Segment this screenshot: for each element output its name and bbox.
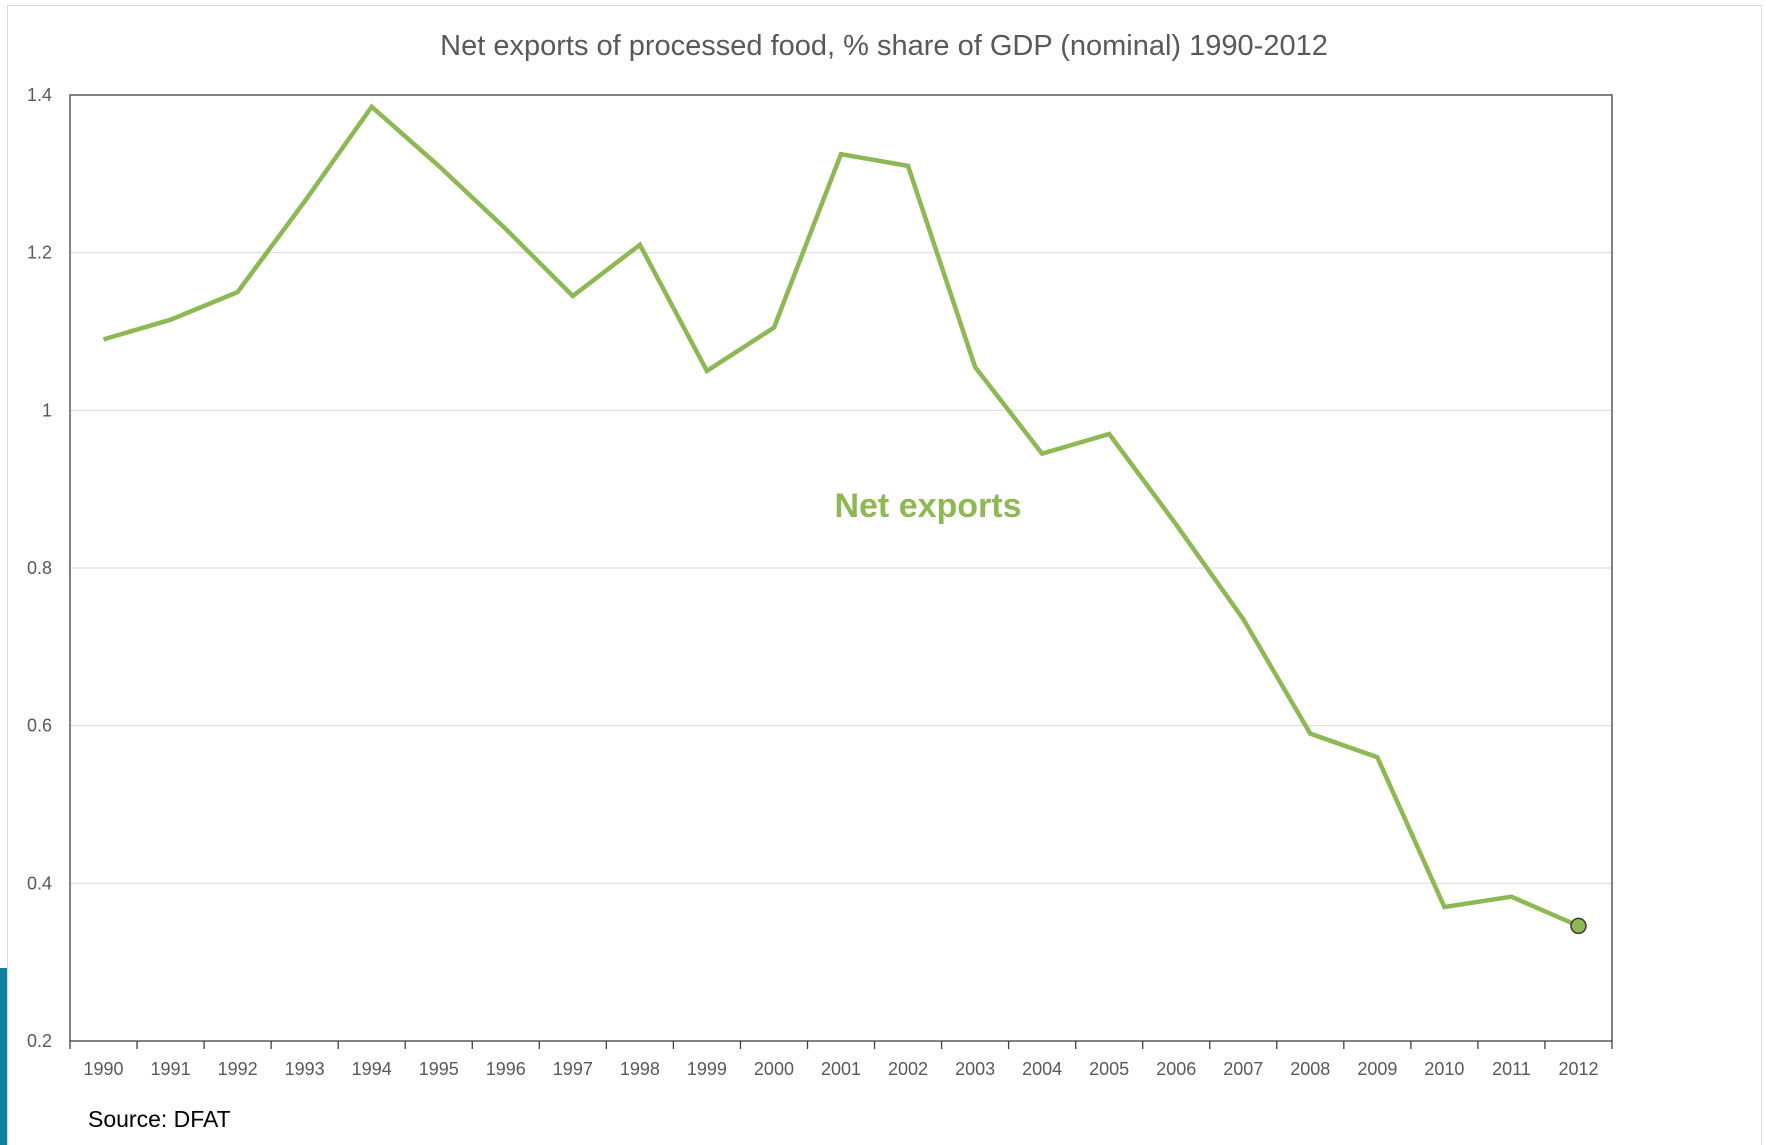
x-tick-label: 2004 [1022,1059,1062,1079]
x-tick-label: 2003 [955,1059,995,1079]
x-tick-label: 1998 [620,1059,660,1079]
x-tick-label: 2010 [1424,1059,1464,1079]
chart-title: Net exports of processed food, % share o… [440,30,1328,62]
x-tick-label: 2002 [888,1059,928,1079]
y-tick-label: 0.4 [27,873,52,893]
x-tick-label: 2008 [1290,1059,1330,1079]
x-tick-label: 1991 [151,1059,191,1079]
x-tick-label: 1992 [218,1059,258,1079]
axes: 0.2 0.4 0.6 0.8 1 1.2 1.4 1990 1991 1992 1993 1994 1… [27,85,1613,1079]
y-tick-label: 1.4 [27,85,52,105]
x-tick-label: 1997 [553,1059,593,1079]
plot-area-border [69,94,1613,1042]
x-tick-label: 1990 [83,1059,123,1079]
x-tick-label: 2009 [1357,1059,1397,1079]
x-tick-label: 2000 [754,1059,794,1079]
y-tick-label: 0.2 [27,1031,52,1051]
y-tick-label: 0.8 [27,558,52,578]
x-tick-label: 2007 [1223,1059,1263,1079]
gridlines [70,252,1612,884]
x-tick-label: 2011 [1492,1059,1531,1079]
x-tick-label: 2001 [821,1059,861,1079]
left-accent-bar [0,968,7,1145]
x-tick-label: 1994 [352,1059,392,1079]
x-tick-label: 2006 [1156,1059,1196,1079]
x-tick-label: 1996 [486,1059,526,1079]
series-label-net-exports: Net exports [834,487,1021,525]
x-tick-label: 2012 [1558,1059,1598,1079]
series-layer [102,103,1587,935]
x-tick-label: 2005 [1089,1059,1129,1079]
x-tick-label: 1995 [419,1059,459,1079]
source-note: Source: DFAT [88,1106,231,1132]
y-tick-label: 1 [42,400,52,420]
x-tick-label: 1993 [285,1059,325,1079]
y-tick-label: 0.6 [27,716,52,736]
series-line-net-exports [102,103,1580,928]
chart-frame [7,5,1762,1145]
endpoint-marker [1570,917,1587,935]
x-tick-label: 1999 [687,1059,727,1079]
y-tick-label: 1.2 [27,243,52,263]
